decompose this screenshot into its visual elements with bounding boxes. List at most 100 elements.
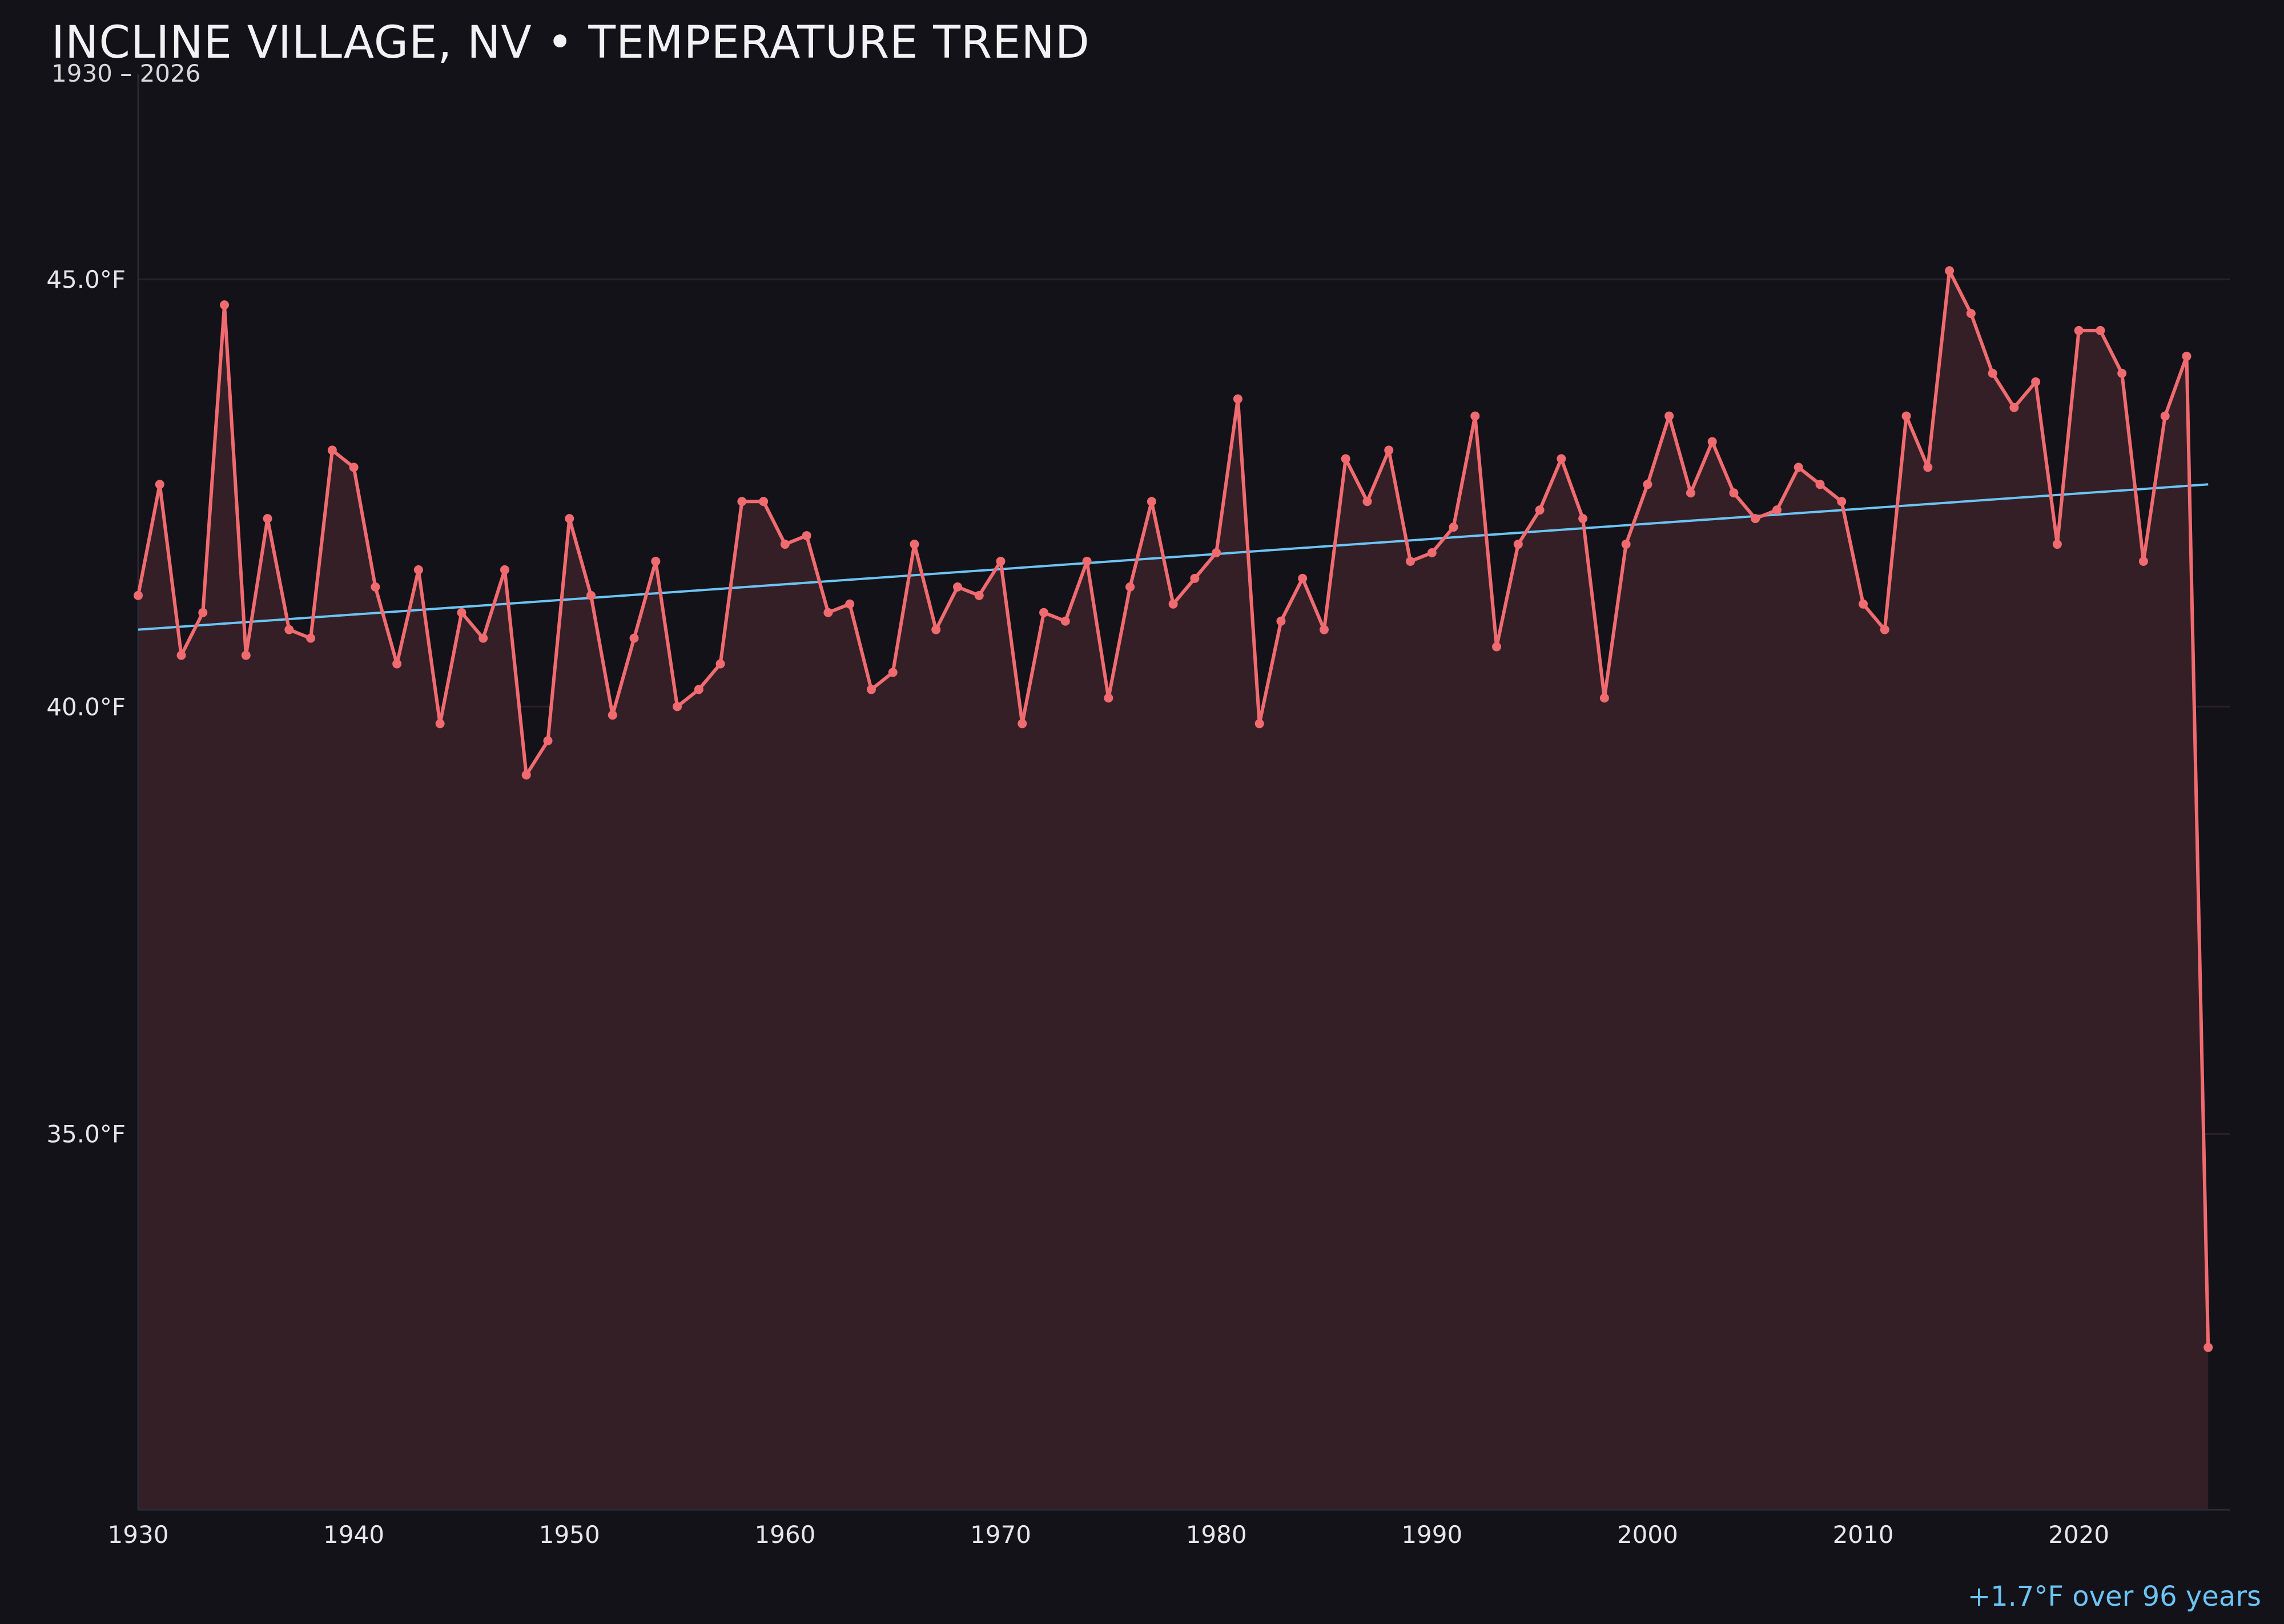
temperature-point-2025 — [2182, 351, 2191, 361]
temperature-point-1950 — [565, 514, 574, 524]
temperature-point-1993 — [1492, 642, 1502, 652]
temperature-point-1946 — [478, 633, 488, 643]
temperature-point-1992 — [1470, 411, 1480, 421]
temperature-point-1937 — [284, 625, 294, 634]
temperature-point-2009 — [1837, 497, 1847, 507]
x-axis-ticks: 1930 1940 1950 1960 1970 1980 1990 2000 2010 2020 — [108, 1521, 2110, 1549]
x-tick-label-2: 1950 — [539, 1521, 600, 1549]
temperature-points — [134, 266, 2213, 1352]
temperature-point-2017 — [2009, 403, 2019, 412]
temperature-point-2026 — [2203, 1342, 2213, 1352]
temperature-point-2006 — [1772, 505, 1782, 515]
temperature-point-1983 — [1276, 616, 1286, 626]
temperature-point-1973 — [1060, 616, 1070, 626]
temperature-point-1939 — [327, 445, 337, 455]
x-tick-label-4: 1970 — [970, 1521, 1031, 1549]
temperature-point-1976 — [1125, 582, 1135, 592]
temperature-point-1994 — [1513, 540, 1523, 549]
temperature-point-2004 — [1729, 488, 1739, 498]
temperature-point-1933 — [198, 608, 208, 617]
temperature-point-1941 — [371, 582, 380, 592]
temperature-point-2018 — [2031, 377, 2041, 387]
temperature-point-2013 — [1923, 463, 1933, 472]
temperature-point-2010 — [1859, 599, 1868, 609]
temperature-point-1999 — [1621, 540, 1631, 549]
trend-line — [138, 483, 2209, 631]
temperature-point-1944 — [435, 719, 445, 729]
temperature-point-2023 — [2138, 556, 2148, 566]
temperature-point-1953 — [629, 633, 639, 643]
temperature-point-1972 — [1039, 608, 1049, 617]
temperature-point-1978 — [1168, 599, 1178, 609]
temperature-point-1934 — [220, 300, 230, 310]
temperature-point-1971 — [1018, 719, 1027, 729]
x-tick-label-5: 1980 — [1186, 1521, 1247, 1549]
x-tick-label-7: 2000 — [1617, 1521, 1678, 1549]
temperature-point-1958 — [737, 497, 747, 507]
temperature-point-1938 — [306, 633, 316, 643]
temperature-point-1951 — [586, 590, 596, 600]
temperature-point-1963 — [845, 599, 855, 609]
temperature-point-1930 — [134, 590, 143, 600]
temperature-point-2020 — [2074, 325, 2084, 335]
y-tick-label-1: 40.0°F — [46, 693, 126, 721]
temperature-point-1975 — [1104, 693, 1113, 703]
temperature-point-2011 — [1880, 625, 1889, 634]
temperature-point-1954 — [651, 556, 661, 566]
temperature-point-1966 — [910, 540, 919, 549]
temperature-point-1979 — [1190, 573, 1200, 583]
temperature-point-1995 — [1535, 505, 1545, 515]
temperature-point-1942 — [392, 659, 402, 669]
temperature-point-1991 — [1449, 522, 1458, 532]
temperature-point-2003 — [1707, 437, 1717, 447]
temperature-point-2001 — [1664, 411, 1674, 421]
x-tick-label-8: 2010 — [1833, 1521, 1894, 1549]
temperature-point-2022 — [2117, 368, 2127, 378]
temperature-point-1948 — [521, 770, 531, 780]
temperature-area-fill — [138, 271, 2209, 1510]
x-tick-label-9: 2020 — [2048, 1521, 2109, 1549]
temperature-point-2008 — [1815, 480, 1825, 489]
temperature-point-1947 — [500, 565, 509, 574]
temperature-point-2024 — [2160, 411, 2170, 421]
temperature-point-1998 — [1599, 693, 1609, 703]
temperature-point-1996 — [1557, 454, 1566, 464]
y-tick-label-0: 35.0°F — [46, 1120, 126, 1148]
temperature-point-1960 — [780, 540, 790, 549]
temperature-point-1997 — [1578, 514, 1588, 524]
temperature-point-1943 — [413, 565, 423, 574]
y-tick-label-2: 45.0°F — [46, 266, 126, 294]
temperature-point-1969 — [974, 590, 984, 600]
x-tick-label-3: 1960 — [754, 1521, 815, 1549]
chart-subtitle: 1930 – 2026 — [51, 59, 201, 87]
chart-title: INCLINE VILLAGE, NV • TEMPERATURE TREND — [51, 17, 1090, 69]
temperature-point-1935 — [241, 650, 251, 660]
temperature-point-2002 — [1686, 488, 1695, 498]
temperature-point-1970 — [996, 556, 1006, 566]
temperature-point-1989 — [1406, 556, 1416, 566]
temperature-point-1984 — [1298, 573, 1308, 583]
temperature-point-2005 — [1751, 514, 1760, 524]
temperature-point-1986 — [1341, 454, 1350, 464]
temperature-point-1964 — [866, 685, 876, 694]
temperature-point-1940 — [349, 463, 359, 472]
temperature-point-1977 — [1147, 497, 1156, 507]
temperature-point-1985 — [1319, 625, 1329, 634]
temperature-point-2019 — [2052, 540, 2062, 549]
temperature-point-1988 — [1384, 445, 1394, 455]
temperature-point-1980 — [1212, 548, 1221, 557]
temperature-point-2000 — [1643, 480, 1652, 489]
temperature-point-1957 — [715, 659, 725, 669]
x-tick-label-0: 1930 — [108, 1521, 169, 1549]
temperature-point-1956 — [694, 685, 703, 694]
temperature-point-1932 — [176, 650, 186, 660]
trend-summary: +1.7°F over 96 years — [1967, 1581, 2261, 1613]
temperature-point-2007 — [1794, 463, 1803, 472]
temperature-point-1936 — [263, 514, 272, 524]
temperature-point-1974 — [1082, 556, 1092, 566]
temperature-point-1967 — [931, 625, 941, 634]
temperature-point-1955 — [673, 702, 682, 711]
y-axis-ticks: 35.0°F 40.0°F 45.0°F — [46, 266, 126, 1148]
temperature-point-2015 — [1966, 309, 1976, 318]
temperature-point-1987 — [1362, 497, 1372, 507]
